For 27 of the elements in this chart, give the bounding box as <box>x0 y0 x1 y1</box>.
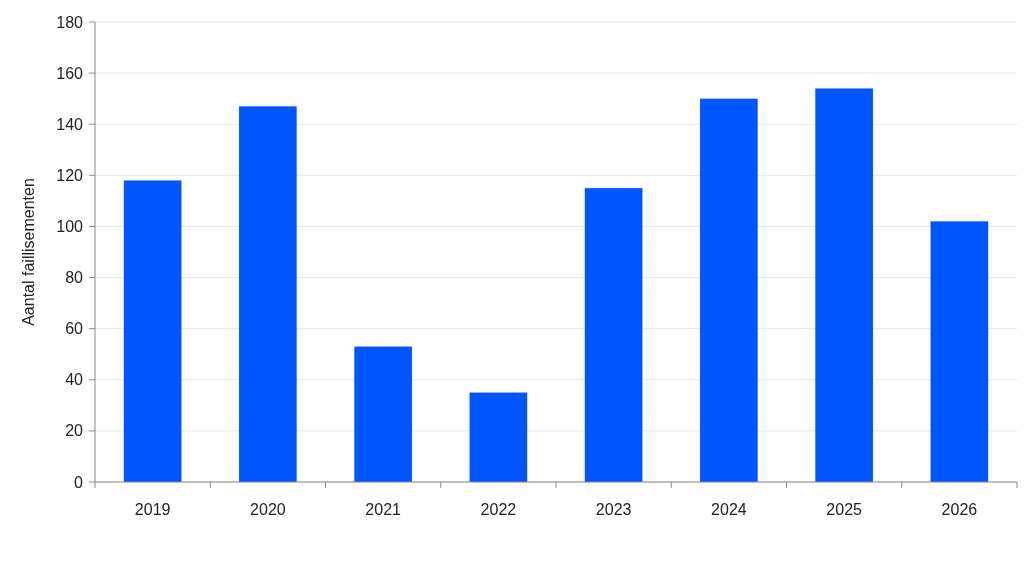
bar <box>700 98 758 482</box>
x-tick-label: 2023 <box>595 501 632 518</box>
x-tick-label: 2022 <box>480 501 517 518</box>
y-tick-label: 120 <box>56 166 84 184</box>
bar <box>469 392 528 482</box>
bar <box>239 106 297 482</box>
x-tick-label: 2024 <box>711 501 747 518</box>
x-tick-label: 2020 <box>250 501 286 518</box>
bar <box>930 221 989 482</box>
y-tick-label: 20 <box>65 422 84 440</box>
x-tick-label: 2019 <box>134 501 171 518</box>
y-tick-label: 0 <box>74 473 84 491</box>
x-tick-label: 2026 <box>941 501 978 518</box>
bar <box>354 346 412 482</box>
bar <box>584 188 643 482</box>
y-tick-label: 80 <box>65 269 84 287</box>
y-tick-label: 60 <box>65 320 84 338</box>
x-tick-label: 2021 <box>365 501 402 518</box>
bar <box>123 180 182 482</box>
y-tick-label: 40 <box>65 371 84 389</box>
y-axis-title: Aantal faillisementen <box>20 178 37 326</box>
y-tick-label: 180 <box>56 13 84 31</box>
x-tick-label: 2025 <box>826 501 863 518</box>
y-tick-label: 160 <box>56 64 84 82</box>
y-tick-label: 100 <box>56 218 84 236</box>
y-tick-label: 140 <box>56 115 84 133</box>
bar <box>815 88 873 482</box>
